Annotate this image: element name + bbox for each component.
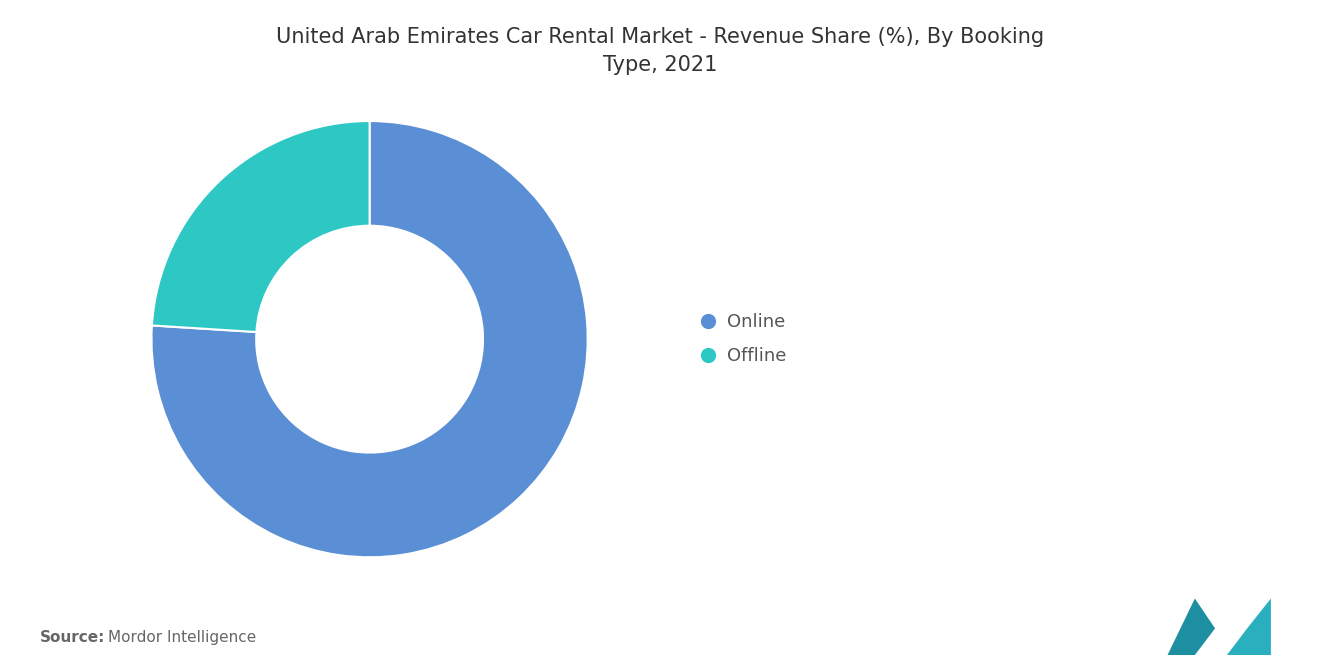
Legend: Online, Offline: Online, Offline xyxy=(694,304,796,374)
Polygon shape xyxy=(1226,598,1271,655)
Text: Source:: Source: xyxy=(40,630,106,645)
Text: Mordor Intelligence: Mordor Intelligence xyxy=(108,630,256,645)
Text: United Arab Emirates Car Rental Market - Revenue Share (%), By Booking
Type, 202: United Arab Emirates Car Rental Market -… xyxy=(276,27,1044,74)
Wedge shape xyxy=(152,121,587,557)
Polygon shape xyxy=(1167,598,1214,655)
Wedge shape xyxy=(152,121,370,332)
